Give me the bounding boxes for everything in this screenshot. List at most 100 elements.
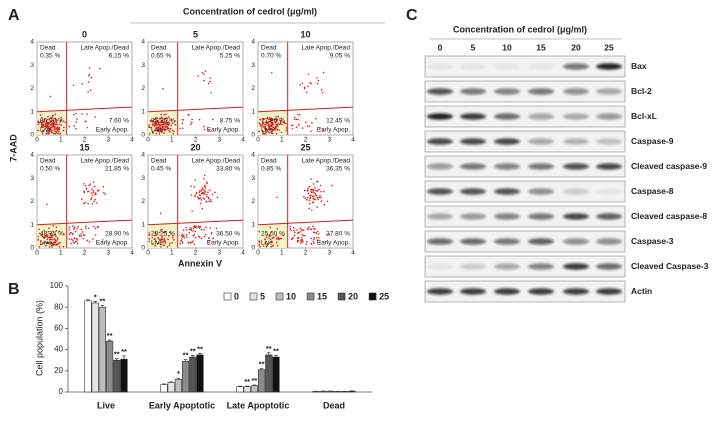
event-dot: [264, 242, 266, 244]
event-dot: [49, 120, 52, 123]
quadrant-label: Dead: [261, 158, 277, 165]
band: [494, 163, 520, 170]
event-dot: [291, 238, 293, 240]
y-tick-label: 1: [30, 108, 34, 115]
event-dot: [89, 89, 92, 91]
event-dot: [313, 228, 315, 230]
event-dot: [206, 182, 208, 185]
event-dot: [84, 201, 86, 204]
event-dot: [269, 120, 272, 123]
event-dot: [158, 118, 161, 120]
event-dot: [167, 116, 170, 118]
event-dot: [314, 187, 316, 189]
event-dot: [50, 131, 53, 134]
event-dot: [159, 127, 161, 129]
band: [427, 188, 453, 195]
event-dot: [207, 197, 210, 200]
event-dot: [276, 118, 279, 121]
event-dot: [198, 236, 201, 238]
x-tick-label: 1: [59, 250, 63, 257]
event-dot: [38, 232, 41, 235]
event-dot: [154, 244, 157, 247]
event-dot: [211, 193, 214, 196]
event-dot: [70, 238, 73, 240]
event-dot: [203, 198, 206, 200]
event-dot: [87, 74, 90, 77]
event-dot: [295, 126, 298, 128]
band: [427, 63, 453, 70]
event-dot: [190, 229, 193, 232]
event-dot: [305, 91, 308, 94]
event-dot: [188, 228, 191, 231]
event-dot: [291, 127, 294, 130]
quadrant-value: 21.85 %: [105, 166, 129, 173]
event-dot: [258, 130, 260, 132]
event-dot: [84, 227, 87, 229]
band: [596, 188, 622, 195]
event-dot: [319, 195, 321, 197]
event-dot: [311, 188, 313, 191]
event-dot: [41, 133, 44, 135]
event-dot: [296, 241, 299, 243]
event-dot: [262, 245, 265, 247]
event-dot: [154, 232, 157, 234]
event-dot: [266, 244, 268, 247]
event-dot: [83, 190, 85, 193]
x-tick-label: 1: [170, 250, 174, 257]
blot-label: Cleaved Caspase-3: [631, 261, 709, 271]
event-dot: [181, 242, 184, 244]
band: [528, 188, 554, 195]
event-dot: [319, 241, 321, 243]
event-dot: [58, 128, 61, 131]
event-dot: [81, 198, 83, 200]
event-dot: [40, 121, 43, 124]
event-dot: [92, 189, 94, 192]
band: [460, 163, 486, 170]
event-dot: [301, 229, 304, 232]
legend-label: 5: [260, 291, 265, 301]
event-dot: [81, 113, 83, 115]
event-dot: [156, 130, 158, 132]
event-dot: [266, 243, 268, 245]
quadrant-value: 6.15 %: [109, 53, 129, 60]
event-dot: [152, 243, 154, 245]
event-dot: [320, 196, 322, 199]
event-dot: [45, 242, 48, 244]
event-dot: [301, 82, 304, 85]
y-tick-label: 2: [251, 198, 255, 205]
y-tick-label: 60: [54, 324, 63, 333]
y-tick-label: 100: [50, 281, 64, 290]
event-dot: [269, 238, 272, 241]
significance-mark: **: [190, 346, 196, 355]
event-dot: [45, 245, 47, 247]
event-dot: [68, 226, 71, 229]
event-dot: [77, 225, 80, 228]
event-dot: [299, 231, 301, 233]
x-tick-label: 0: [146, 250, 150, 257]
event-dot: [306, 228, 309, 230]
x-tick-label: 2: [304, 137, 308, 144]
event-dot: [196, 196, 199, 198]
band: [596, 263, 622, 270]
blot-membrane: [424, 255, 626, 278]
event-dot: [191, 121, 193, 124]
quadrant-value: 0.85 %: [261, 166, 281, 173]
event-dot: [155, 240, 157, 242]
event-dot: [203, 235, 206, 238]
event-dot: [215, 227, 218, 230]
event-dot: [210, 200, 213, 203]
event-dot: [90, 76, 93, 79]
event-dot: [45, 133, 48, 135]
event-dot: [151, 120, 153, 123]
event-dot: [56, 121, 58, 124]
event-dot: [311, 122, 313, 124]
event-dot: [148, 240, 150, 243]
y-tick-label: 3: [141, 62, 145, 69]
event-dot: [63, 233, 65, 236]
band: [494, 288, 520, 295]
band: [427, 88, 453, 95]
event-dot: [182, 127, 184, 130]
event-dot: [163, 132, 165, 134]
event-dot: [266, 121, 268, 123]
event-dot: [278, 129, 280, 131]
